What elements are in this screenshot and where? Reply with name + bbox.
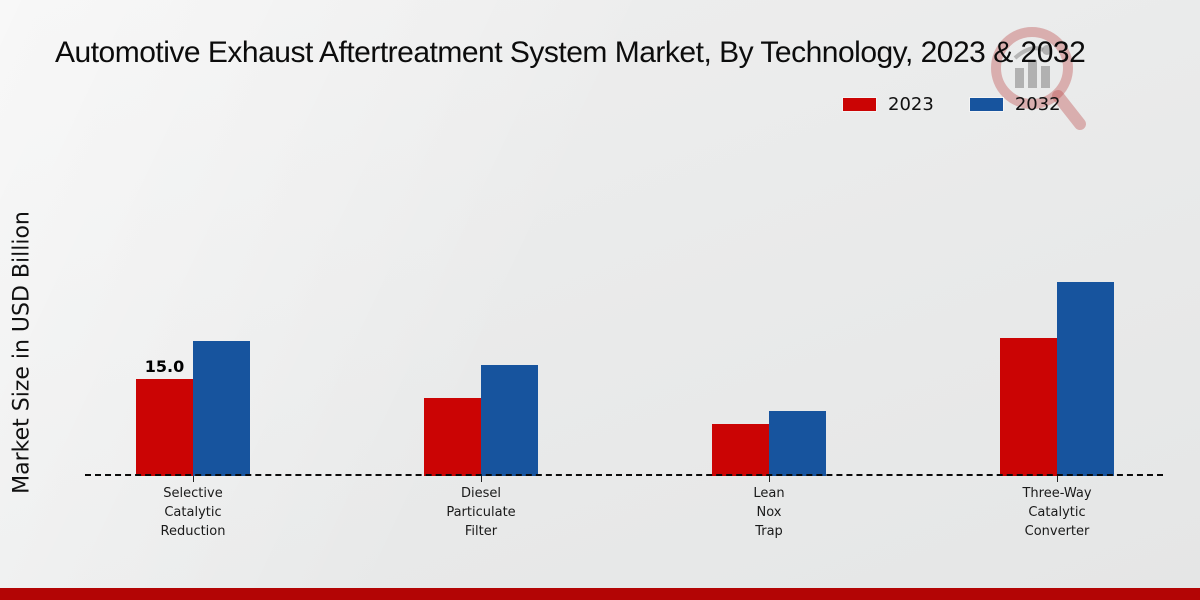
x-axis-tick-selective-catalytic-reduction bbox=[193, 476, 194, 482]
brand-watermark-icon bbox=[991, 27, 1086, 130]
legend-label-2032: 2032 bbox=[1014, 94, 1061, 115]
legend-swatch-2032 bbox=[969, 98, 1003, 111]
x-axis-category-label-selective-catalytic-reduction: Selective Catalytic Reduction bbox=[160, 486, 226, 539]
bar-2023-three-way-catalytic-converter bbox=[1000, 338, 1057, 476]
bar-2032-lean-nox-trap bbox=[769, 411, 826, 476]
bar-2032-selective-catalytic-reduction bbox=[193, 341, 250, 476]
legend: 2023 2032 bbox=[843, 94, 1061, 115]
x-axis-category-label-three-way-catalytic-converter: Three-Way Catalytic Converter bbox=[1022, 486, 1092, 539]
chart-title: Automotive Exhaust Aftertreatment System… bbox=[55, 36, 1086, 69]
legend-label-2023: 2023 bbox=[888, 94, 934, 115]
bar-2032-three-way-catalytic-converter bbox=[1057, 282, 1114, 476]
bar-2032-diesel-particulate-filter bbox=[481, 365, 538, 476]
x-axis-category-label-diesel-particulate-filter: Diesel Particulate Filter bbox=[446, 486, 516, 539]
bar-value-label-2023: 15.0 bbox=[144, 357, 185, 376]
x-axis-category-label-lean-nox-trap: Lean Nox Trap bbox=[753, 486, 785, 539]
x-axis-tick-diesel-particulate-filter bbox=[481, 476, 482, 482]
legend-item-2032: 2032 bbox=[969, 94, 1061, 115]
y-axis-label: Market Size in USD Billion bbox=[9, 211, 35, 494]
bar-2023-selective-catalytic-reduction bbox=[136, 379, 193, 476]
footer-accent-bar bbox=[0, 588, 1200, 600]
bar-2023-lean-nox-trap bbox=[712, 424, 769, 476]
bar-2023-diesel-particulate-filter bbox=[424, 398, 481, 476]
legend-item-2023: 2023 bbox=[843, 94, 934, 115]
x-axis-tick-three-way-catalytic-converter bbox=[1057, 476, 1058, 482]
x-axis-tick-lean-nox-trap bbox=[769, 476, 770, 482]
x-axis-line bbox=[85, 474, 1163, 476]
legend-swatch-2023 bbox=[843, 98, 876, 111]
